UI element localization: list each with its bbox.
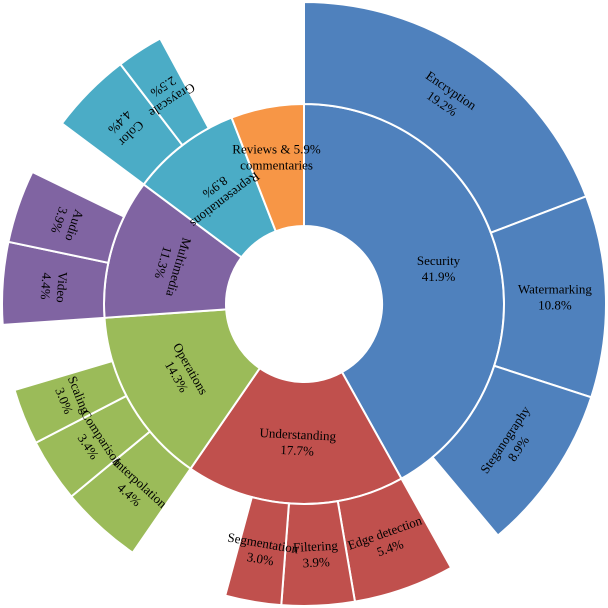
inner-reviews-and-commentaries-label: Reviews & 5.9% commentaries	[232, 142, 321, 173]
outer-video-label-line: 4.4%	[38, 272, 55, 300]
outer-watermarking-label-line: Watermarking	[518, 282, 593, 297]
outer-slice-segmentation	[223, 495, 291, 607]
outer-video-label: Video4.4%	[38, 270, 71, 303]
inner-security-label-line: 41.9%	[422, 269, 456, 284]
inner-security-label-line: Security	[417, 253, 461, 268]
outer-slice-grayscale	[119, 37, 211, 147]
outer-video-label-line: Video	[54, 271, 71, 303]
inner-understanding-label-line: Understanding	[259, 425, 337, 444]
outer-segmentation-label-line: 3.0%	[246, 549, 275, 568]
outer-slice-steganography	[431, 364, 593, 537]
outer-watermarking-label: Watermarking 10.8%	[518, 282, 593, 313]
inner-reviews-and-commentaries-label-line: commentaries	[240, 158, 313, 173]
outer-slice-encryption	[303, 0, 588, 235]
inner-understanding-label-line: 17.7%	[280, 442, 314, 459]
outer-slice-audio	[7, 170, 126, 265]
outer-filtering-label: Filtering3.9%	[293, 538, 340, 571]
inner-understanding-label: Understanding17.7%	[259, 425, 337, 460]
outer-filtering-label-line: Filtering	[293, 538, 339, 555]
inner-reviews-and-commentaries-label-line: Reviews & 5.9%	[232, 142, 321, 157]
outer-watermarking-label-line: 10.8%	[538, 298, 572, 313]
outer-audio-label: Audio3.9%	[47, 202, 87, 243]
inner-ring	[103, 102, 505, 505]
inner-security-label: Security 41.9%	[417, 253, 461, 284]
outer-slice-scaling	[13, 359, 128, 445]
outer-filtering-label-line: 3.9%	[302, 554, 330, 570]
